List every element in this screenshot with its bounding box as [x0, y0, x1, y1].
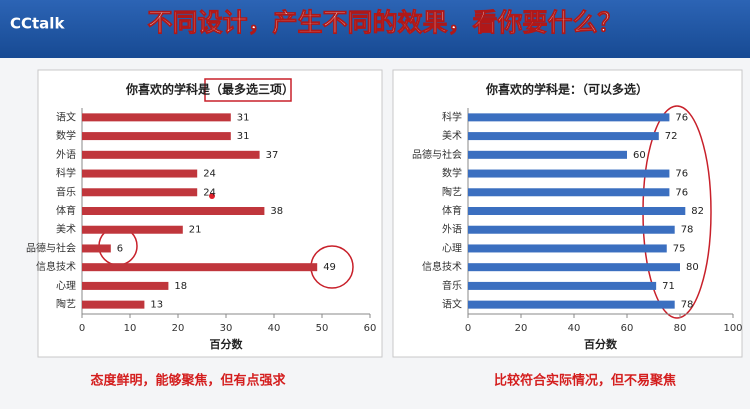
value-label: 21 [189, 225, 202, 236]
bar [468, 225, 675, 234]
caption: 态度鲜明，能够聚焦，但有点强求 [90, 373, 286, 389]
value-label: 18 [174, 281, 187, 292]
bar [82, 281, 169, 290]
bar [82, 150, 260, 159]
bar [82, 113, 231, 122]
y-tick-label: 数学 [442, 167, 462, 180]
value-label: 37 [266, 150, 279, 161]
y-tick-label: 语文 [442, 298, 462, 311]
y-tick-label: 品德与社会 [26, 241, 76, 254]
value-label: 31 [237, 112, 250, 123]
slide-title: 不同设计，产生不同的效果，看你要什么？ [147, 8, 622, 37]
value-label: 24 [203, 169, 216, 180]
y-tick-label: 体育 [56, 204, 76, 217]
bar [468, 244, 667, 253]
y-tick-label: 科学 [56, 167, 76, 180]
y-tick-label: 外语 [56, 149, 76, 161]
x-tick-label: 100 [723, 323, 742, 334]
bar [468, 207, 686, 215]
value-label: 80 [686, 262, 699, 273]
y-tick-label: 陶艺 [442, 185, 462, 198]
value-label: 82 [691, 206, 704, 217]
x-tick-label: 60 [364, 323, 377, 334]
value-label: 78 [681, 225, 694, 236]
y-tick-label: 美术 [442, 129, 462, 142]
x-tick-label: 0 [79, 323, 85, 334]
bar [82, 263, 318, 272]
value-label: 71 [662, 281, 675, 292]
bar [82, 300, 145, 309]
y-tick-label: 音乐 [442, 279, 462, 292]
y-tick-label: 外语 [442, 224, 462, 236]
value-label: 72 [665, 131, 678, 142]
bar [82, 244, 111, 253]
y-tick-label: 音乐 [56, 185, 76, 198]
dot [209, 193, 215, 199]
bar [468, 132, 659, 141]
bar [82, 207, 265, 215]
x-axis-label: 百分数 [584, 337, 618, 351]
y-tick-label: 体育 [442, 204, 462, 217]
x-tick-label: 30 [220, 323, 233, 334]
bar [468, 169, 670, 178]
x-tick-label: 40 [568, 323, 581, 334]
value-label: 31 [237, 131, 250, 142]
bar [468, 150, 627, 159]
bar [468, 300, 675, 309]
y-tick-label: 信息技术 [36, 260, 76, 273]
value-label: 60 [633, 150, 646, 161]
x-tick-label: 40 [268, 323, 281, 334]
bar [82, 225, 183, 234]
value-label: 6 [117, 243, 123, 254]
bar [468, 281, 657, 290]
y-tick-label: 美术 [56, 223, 76, 236]
value-label: 78 [681, 300, 694, 311]
y-tick-label: 心理 [56, 280, 76, 292]
x-tick-label: 60 [621, 323, 634, 334]
x-tick-label: 20 [172, 323, 185, 334]
value-label: 76 [675, 169, 688, 180]
x-tick-label: 20 [515, 323, 528, 334]
x-tick-label: 0 [465, 323, 471, 334]
bar [468, 263, 680, 272]
bar [82, 132, 231, 141]
value-label: 49 [323, 262, 336, 273]
bar [82, 188, 198, 197]
y-tick-label: 信息技术 [422, 260, 462, 273]
highlight-box [204, 78, 292, 102]
value-label: 38 [270, 206, 283, 217]
bar [82, 169, 198, 178]
y-tick-label: 陶艺 [56, 298, 76, 311]
logo: CCtalk [10, 15, 65, 33]
caption: 比较符合实际情况，但不易聚焦 [494, 373, 676, 389]
value-label: 75 [673, 243, 686, 254]
x-tick-label: 80 [674, 323, 687, 334]
x-axis-label: 百分数 [210, 337, 244, 351]
y-tick-label: 科学 [442, 110, 462, 123]
bar [468, 113, 670, 122]
y-tick-label: 心理 [442, 242, 462, 254]
chart-title: 你喜欢的学科是（最多选三项） [125, 82, 294, 97]
bar [468, 188, 670, 197]
value-label: 13 [150, 300, 163, 311]
banner [0, 0, 750, 58]
y-tick-label: 数学 [56, 129, 76, 142]
x-tick-label: 10 [124, 323, 137, 334]
y-tick-label: 语文 [56, 110, 76, 123]
value-label: 76 [675, 112, 688, 123]
y-tick-label: 品德与社会 [412, 148, 462, 161]
value-label: 76 [675, 187, 688, 198]
chart-title: 你喜欢的学科是：（可以多选） [485, 82, 648, 97]
value-label: 24 [203, 187, 216, 198]
x-tick-label: 50 [316, 323, 329, 334]
